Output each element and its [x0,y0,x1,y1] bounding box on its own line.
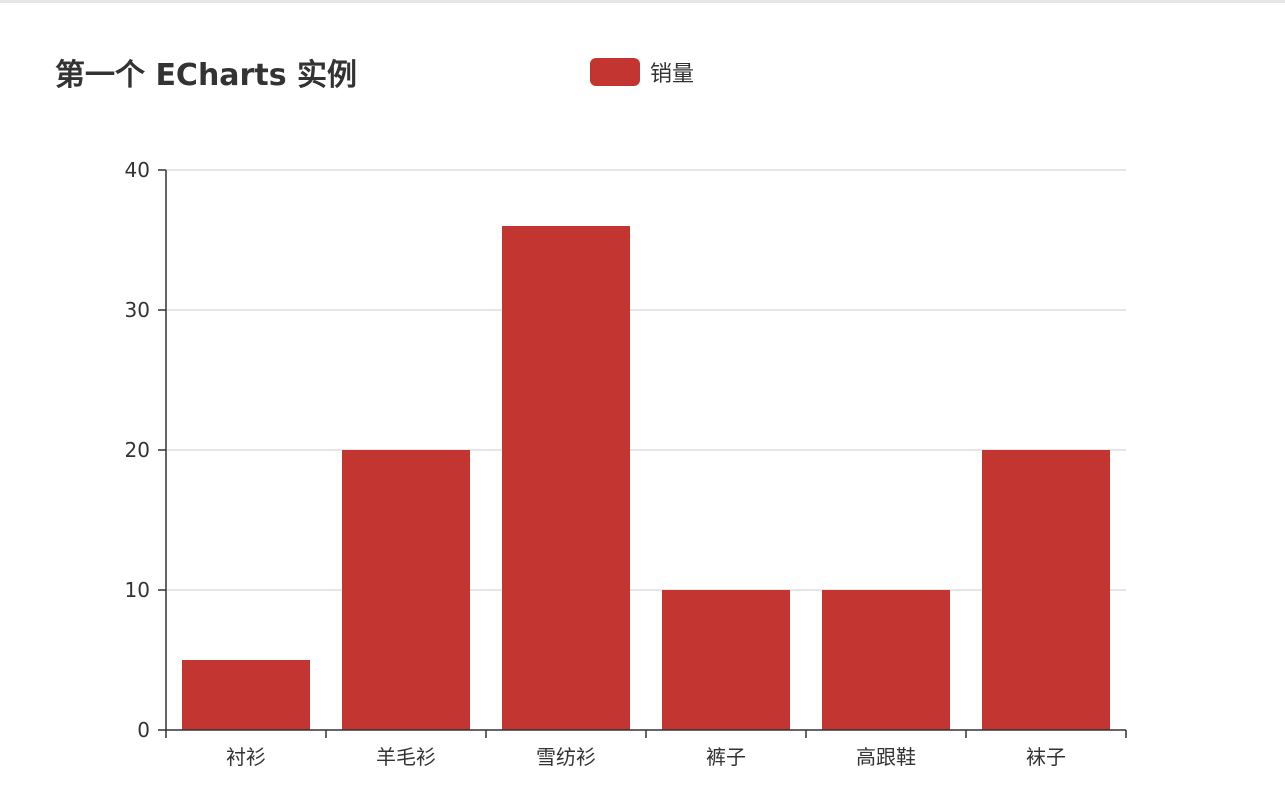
x-tick-label: 羊毛衫 [376,745,436,769]
legend[interactable]: 销量 [590,56,694,88]
chart-title: 第一个 ECharts 实例 [55,58,357,93]
legend-swatch[interactable] [590,58,640,86]
x-tick-label: 裤子 [706,745,746,769]
y-tick-label: 40 [125,158,150,182]
bar-1[interactable] [342,450,470,730]
bar-3[interactable] [662,590,790,730]
x-tick-label: 雪纺衫 [536,745,596,769]
legend-label[interactable]: 销量 [650,62,695,87]
y-tick-label: 30 [125,298,150,322]
top-divider [0,0,1285,3]
x-tick-label: 袜子 [1026,745,1066,769]
x-tick-label: 衬衫 [226,745,266,769]
bar-4[interactable] [822,590,950,730]
y-tick-label: 10 [125,578,150,602]
bar-2[interactable] [502,226,630,730]
y-tick-label: 0 [137,718,150,742]
y-tick-label: 20 [125,438,150,462]
bar-5[interactable] [982,450,1110,730]
bar-0[interactable] [182,660,310,730]
x-tick-label: 高跟鞋 [856,745,916,769]
